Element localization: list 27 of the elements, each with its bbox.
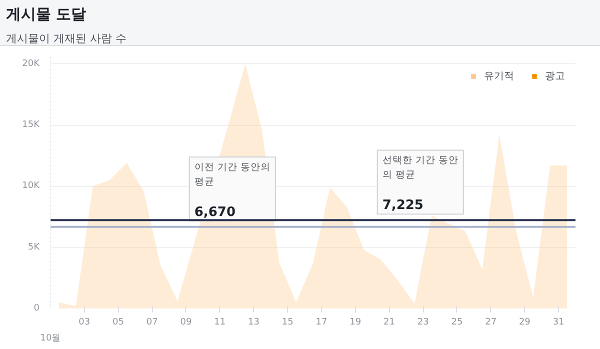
x-tick-label: 11 [214,318,226,328]
legend-label: 유기적 [484,70,514,83]
chart-title: 게시물 도달 [6,4,88,25]
y-tick-label: 10K [22,181,41,192]
text: 10월 [40,334,61,344]
x-tick-label: 23 [417,318,429,328]
x-tick-label: 25 [451,318,463,328]
x-tick-label: 05 [112,318,124,328]
x-tick-label: 03 [78,318,90,328]
x-tick-label: 07 [146,318,158,328]
x-tick-label: 31 [552,318,564,328]
chart-subtitle: 게시물이 게재된 사람 수 [6,31,126,48]
x-tick-label: 13 [248,318,260,328]
text: 선택한 기간 동안 의 평균 7,225 [382,155,458,214]
y-tick-label: 15K [22,120,41,130]
y-tick-label: 0 [34,304,40,314]
x-tick-label: 27 [485,318,497,328]
x-tick-label: 29 [518,318,531,328]
y-tick-label: 5K [28,242,41,252]
x-tick-label: 09 [180,318,192,328]
text: 이전 기간 동안의 평균 6,670 [194,162,270,220]
y-tick-label: 20K [22,58,41,69]
x-tick-label: 19 [350,318,362,328]
legend-label: 광고 [545,70,565,83]
x-tick-label: 21 [383,318,395,328]
x-tick-label: 17 [316,318,328,328]
x-tick-label: 15 [282,318,294,328]
